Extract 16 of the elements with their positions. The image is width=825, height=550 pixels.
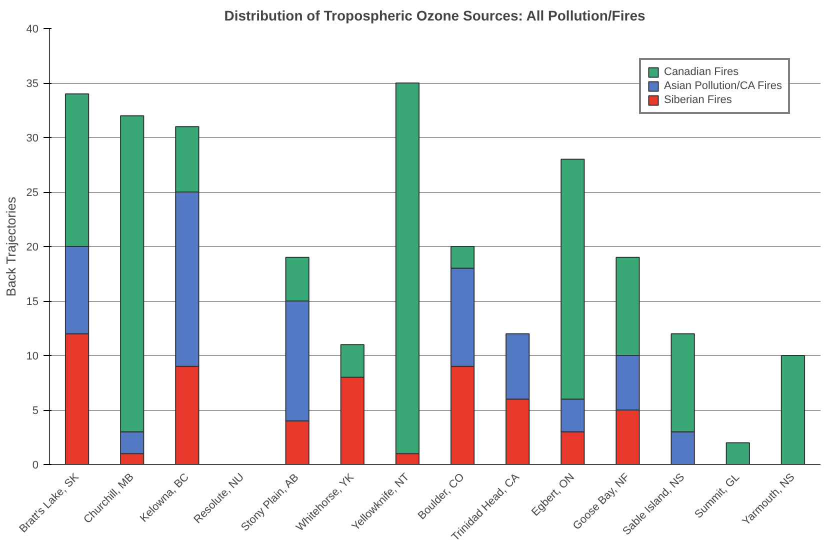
y-tick-label: 40 [26, 24, 39, 36]
y-tick-label: 15 [26, 296, 39, 308]
legend-label: Asian Pollution/CA Fires [664, 80, 782, 92]
chart-title: Distribution of Tropospheric Ozone Sources: All Pollution/Fires [224, 8, 646, 24]
bar [780, 355, 806, 464]
y-tick-label: 25 [26, 187, 39, 199]
y-tick-label: 20 [26, 242, 39, 254]
y-tick-label: 0 [32, 460, 39, 472]
legend-label: Siberian Fires [664, 94, 732, 106]
y-axis-title: Back Trajectories [3, 196, 18, 296]
y-tick-label: 5 [32, 405, 39, 417]
legend-label: Canadian Fires [664, 66, 739, 78]
y-tick-label: 30 [26, 132, 39, 144]
y-tick-label: 10 [26, 350, 39, 362]
y-tick-label: 35 [26, 78, 39, 90]
bar [726, 442, 750, 464]
